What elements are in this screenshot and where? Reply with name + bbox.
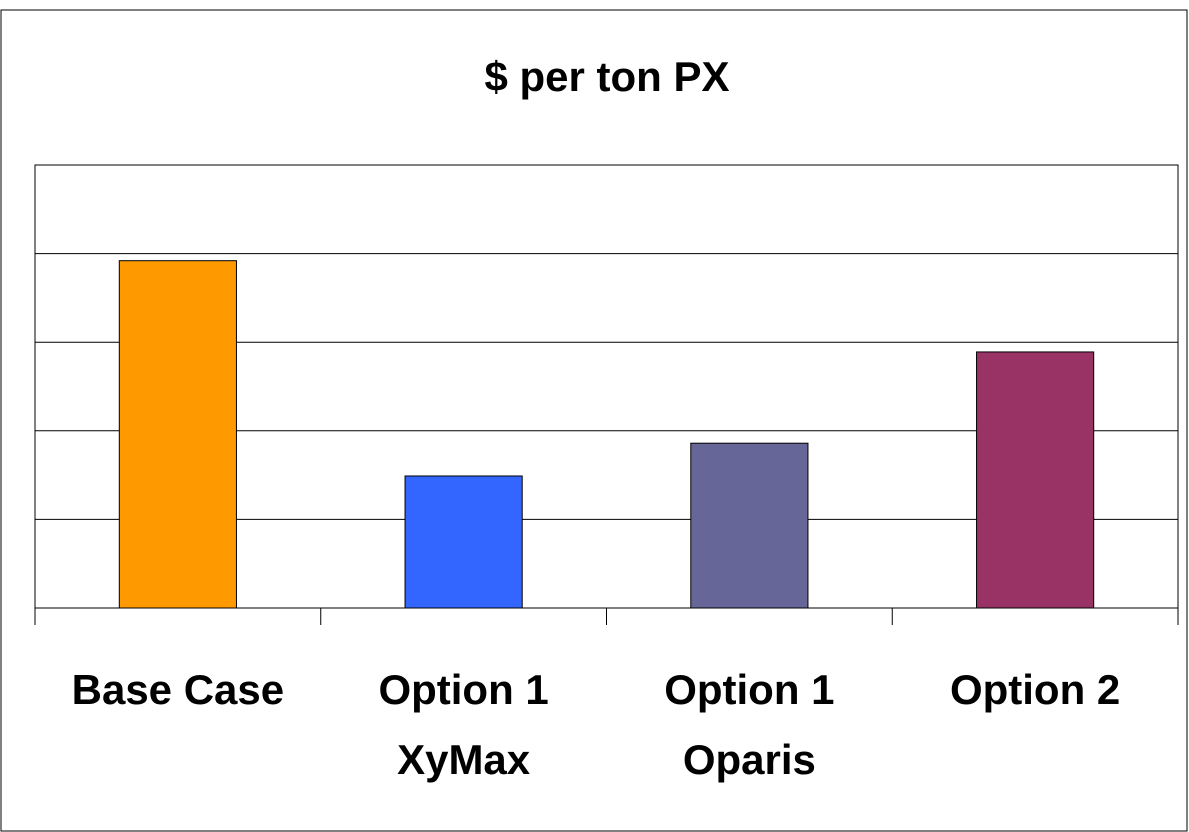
bar [976, 351, 1095, 609]
x-tick-label: Option 2 [950, 666, 1120, 713]
x-tick-label: Option 1 XyMax [378, 666, 548, 783]
chart-title: $ per ton PX [484, 53, 729, 100]
bar [690, 442, 809, 609]
x-tick-label: Base Case [72, 666, 284, 713]
x-tick-label: Option 1 Oparis [664, 666, 834, 783]
bar [404, 475, 523, 609]
bar [118, 260, 237, 609]
